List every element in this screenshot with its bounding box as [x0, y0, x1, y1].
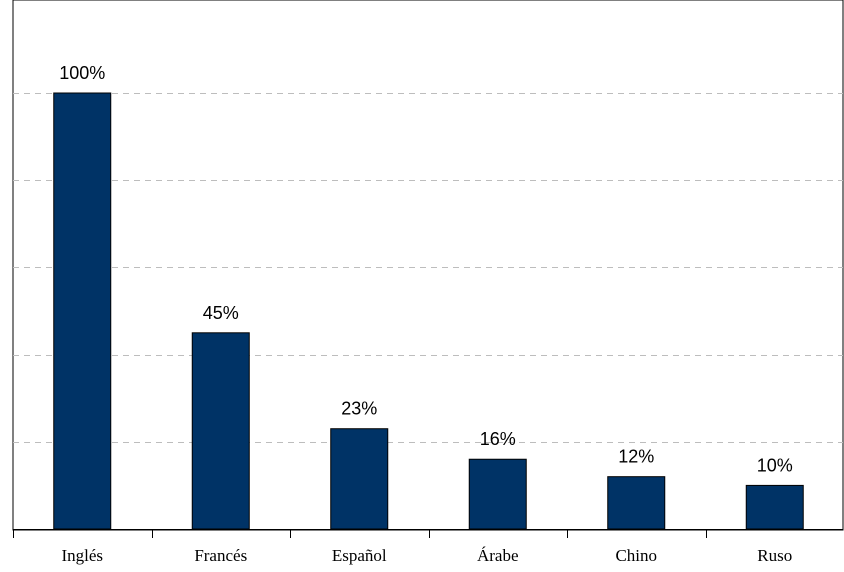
x-axis — [13, 529, 843, 538]
x-tick-label: Inglés — [61, 546, 103, 565]
bar-ruso — [745, 484, 804, 530]
x-tick-label: Árabe — [477, 546, 519, 565]
bar-español — [330, 428, 389, 530]
data-label: 12% — [618, 447, 654, 467]
x-tick-labels: Inglés Francés Español Árabe Chino Ruso — [61, 546, 792, 565]
data-label: 16% — [480, 429, 516, 449]
x-tick-label: Español — [332, 546, 387, 565]
x-tick-label: Ruso — [757, 546, 792, 565]
data-label: 10% — [757, 455, 793, 475]
bar-inglés — [53, 92, 112, 530]
x-tick-label: Chino — [615, 546, 657, 565]
bars — [53, 92, 804, 530]
bar-árabe — [468, 458, 527, 530]
x-tick-label: Francés — [194, 546, 247, 565]
data-label: 23% — [341, 399, 377, 419]
bar-francés — [191, 332, 250, 530]
plot-frame — [12, 0, 844, 531]
data-label: 100% — [59, 63, 105, 83]
data-label: 45% — [203, 303, 239, 323]
data-labels: 100% 45% 23% 16% 12% 10% — [59, 63, 793, 475]
bar-chino — [607, 476, 666, 530]
